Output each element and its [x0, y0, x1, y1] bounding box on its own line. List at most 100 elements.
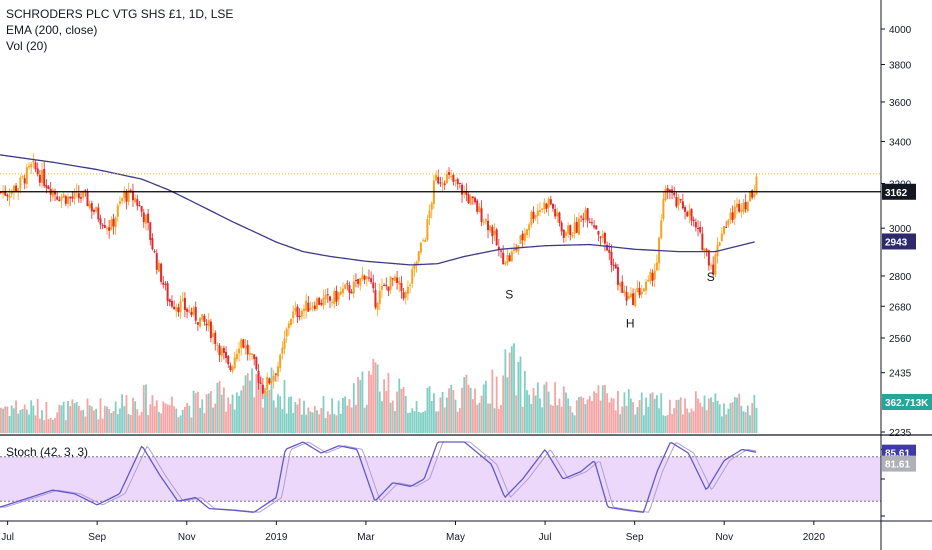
- volume-bar: [175, 408, 178, 433]
- volume-bar: [316, 410, 318, 433]
- volume-bar: [164, 403, 167, 433]
- volume-bar: [54, 418, 56, 433]
- candle-body: [302, 308, 305, 312]
- symbol-title[interactable]: SCHRODERS PLC VTG SHS £1, 1D, LSE: [6, 7, 234, 21]
- candle-body: [370, 278, 373, 283]
- volume-bar: [528, 394, 531, 433]
- volume-bar: [38, 418, 41, 433]
- volume-bar: [469, 387, 472, 433]
- volume-bar: [504, 349, 507, 433]
- candle-body: [181, 299, 184, 301]
- candle-body: [532, 211, 535, 219]
- volume-bar: [363, 407, 366, 433]
- volume-bar: [23, 404, 26, 433]
- stoch-d-tag-bg: [882, 455, 916, 472]
- ema-legend[interactable]: EMA (200, close): [6, 23, 98, 37]
- candle-body: [606, 244, 609, 251]
- candle-body: [21, 176, 24, 178]
- candle-body: [376, 303, 379, 310]
- candle-body: [129, 190, 132, 192]
- candle-body: [495, 229, 498, 246]
- volume-bar: [197, 391, 199, 433]
- volume-bar: [571, 412, 574, 433]
- volume-bar: [649, 393, 652, 433]
- candle-body: [391, 278, 394, 280]
- volume-bar: [578, 396, 580, 433]
- volume-bar: [513, 343, 515, 433]
- volume-bar: [145, 384, 147, 433]
- candle-body: [259, 382, 262, 384]
- volume-bar: [450, 384, 453, 433]
- volume-bar: [720, 416, 723, 433]
- candle-body: [396, 277, 399, 283]
- candle-body: [547, 198, 550, 208]
- volume-bar: [311, 412, 314, 433]
- candle-body: [688, 210, 691, 216]
- candle-body: [108, 227, 111, 231]
- volume-bar: [320, 407, 323, 433]
- candle-body: [142, 212, 145, 223]
- volume-bar: [422, 412, 424, 433]
- x-tick-label: 2020: [803, 532, 826, 543]
- candle-body: [748, 191, 751, 202]
- volume-bar: [740, 405, 743, 433]
- volume-bar: [699, 402, 702, 433]
- candle-body: [500, 250, 503, 252]
- candle-body: [595, 225, 598, 230]
- volume-bar: [643, 415, 645, 433]
- candle-body: [8, 196, 11, 199]
- volume-bar: [123, 406, 126, 433]
- volume-bar: [246, 373, 249, 433]
- candle-body: [723, 225, 726, 234]
- volume-bar: [645, 397, 647, 433]
- volume-bar: [424, 410, 427, 433]
- y-tick-label: 2435: [889, 369, 912, 380]
- candle-body: [231, 366, 234, 372]
- volume-bar: [651, 392, 654, 433]
- volume-bar: [580, 396, 583, 433]
- volume-bar: [188, 405, 191, 433]
- candle-body: [164, 283, 167, 285]
- candle-body: [625, 292, 628, 301]
- candle-body: [255, 357, 258, 370]
- volume-bar: [558, 398, 561, 433]
- y-tick-label: 2680: [889, 302, 912, 313]
- volume-bar: [12, 408, 15, 433]
- stoch-band: [0, 456, 881, 502]
- candle-body: [203, 315, 206, 322]
- candle-body: [285, 328, 288, 337]
- x-tick-label: Sep: [88, 532, 106, 543]
- volume-bar: [432, 393, 435, 433]
- volume-bar: [244, 375, 247, 433]
- candle-body: [363, 275, 366, 280]
- candle-body: [36, 168, 39, 175]
- volume-bar: [43, 420, 46, 433]
- volume-legend[interactable]: Vol (20): [6, 39, 48, 53]
- volume-bar: [106, 406, 108, 433]
- volume-bar: [595, 392, 598, 433]
- candle-body: [201, 314, 204, 320]
- candle-body: [309, 307, 312, 310]
- volume-bar: [359, 380, 362, 433]
- candle-body: [424, 239, 427, 242]
- volume-bar: [264, 387, 266, 433]
- candle-body: [235, 353, 238, 360]
- candle-body: [77, 193, 80, 199]
- stoch-legend-label[interactable]: Stoch (42, 3, 3): [6, 445, 89, 459]
- candle-body: [660, 220, 663, 238]
- volume-bar: [32, 405, 35, 433]
- volume-bar: [194, 393, 197, 433]
- candle-body: [140, 206, 143, 212]
- y-tick-label: 3400: [889, 138, 912, 149]
- candle-body: [653, 270, 656, 280]
- candle-body: [95, 207, 98, 212]
- candle-body: [296, 306, 299, 318]
- volume-bar: [437, 411, 440, 433]
- candle-body: [30, 164, 33, 168]
- volume-bar: [445, 397, 448, 433]
- volume-bar: [593, 391, 596, 433]
- candle-body: [157, 262, 160, 272]
- candle-body: [554, 209, 557, 217]
- candle-body: [248, 352, 251, 355]
- volume-bar: [404, 396, 407, 433]
